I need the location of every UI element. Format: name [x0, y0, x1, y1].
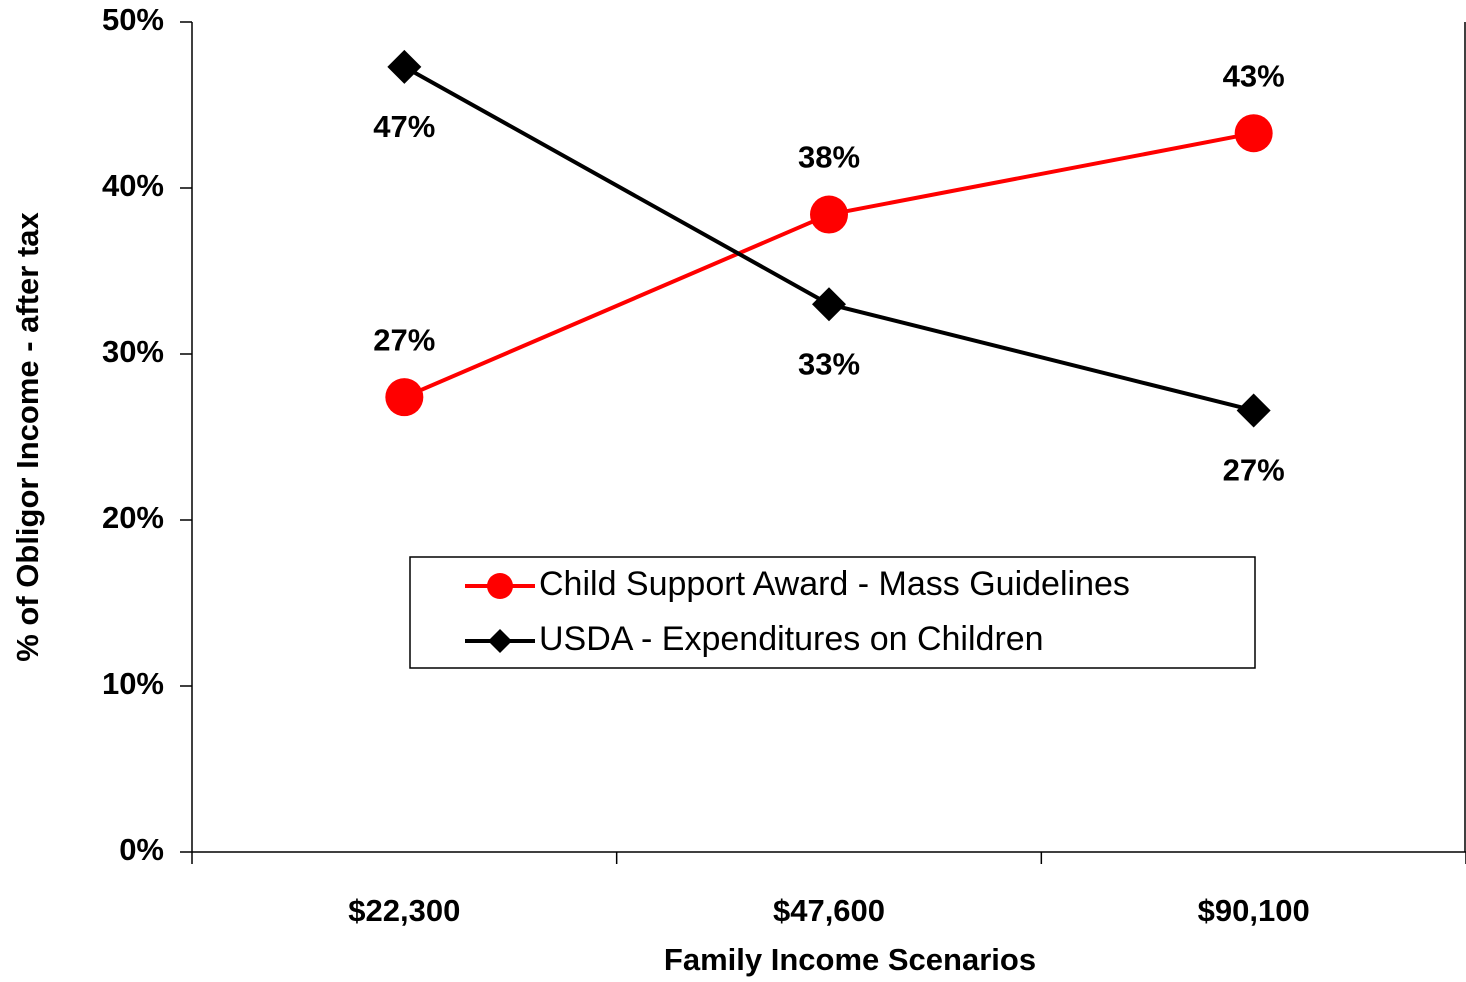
marker: [387, 49, 422, 84]
legend-marker: [487, 573, 513, 599]
y-axis-title: % of Obligor Income - after tax: [10, 211, 45, 661]
marker: [1234, 114, 1273, 153]
legend-marker: [488, 629, 512, 653]
x-tick-label: $22,300: [348, 893, 460, 928]
y-tick-label: 50%: [102, 2, 164, 37]
legend-box: [409, 556, 1256, 669]
data-label: 38%: [798, 140, 860, 175]
legend-label: Child Support Award - Mass Guidelines: [539, 565, 1130, 603]
x-tick-label: $47,600: [773, 893, 885, 928]
data-label: 27%: [373, 322, 435, 357]
y-tick-label: 0%: [119, 832, 164, 867]
y-tick-label: 10%: [102, 666, 164, 701]
x-axis-title: Family Income Scenarios: [664, 942, 1036, 977]
y-tick-label: 40%: [102, 168, 164, 203]
data-label: 33%: [798, 346, 860, 381]
marker: [810, 195, 848, 234]
y-tick-label: 20%: [102, 500, 164, 535]
marker: [812, 287, 846, 322]
legend-label: USDA - Expenditures on Children: [539, 620, 1044, 658]
marker: [385, 378, 424, 417]
marker: [1236, 393, 1271, 428]
data-label: 27%: [1223, 453, 1285, 488]
y-tick-label: 30%: [102, 334, 164, 369]
data-label: 47%: [373, 109, 435, 144]
data-label: 43%: [1223, 58, 1285, 93]
x-tick-label: $90,100: [1198, 893, 1310, 928]
